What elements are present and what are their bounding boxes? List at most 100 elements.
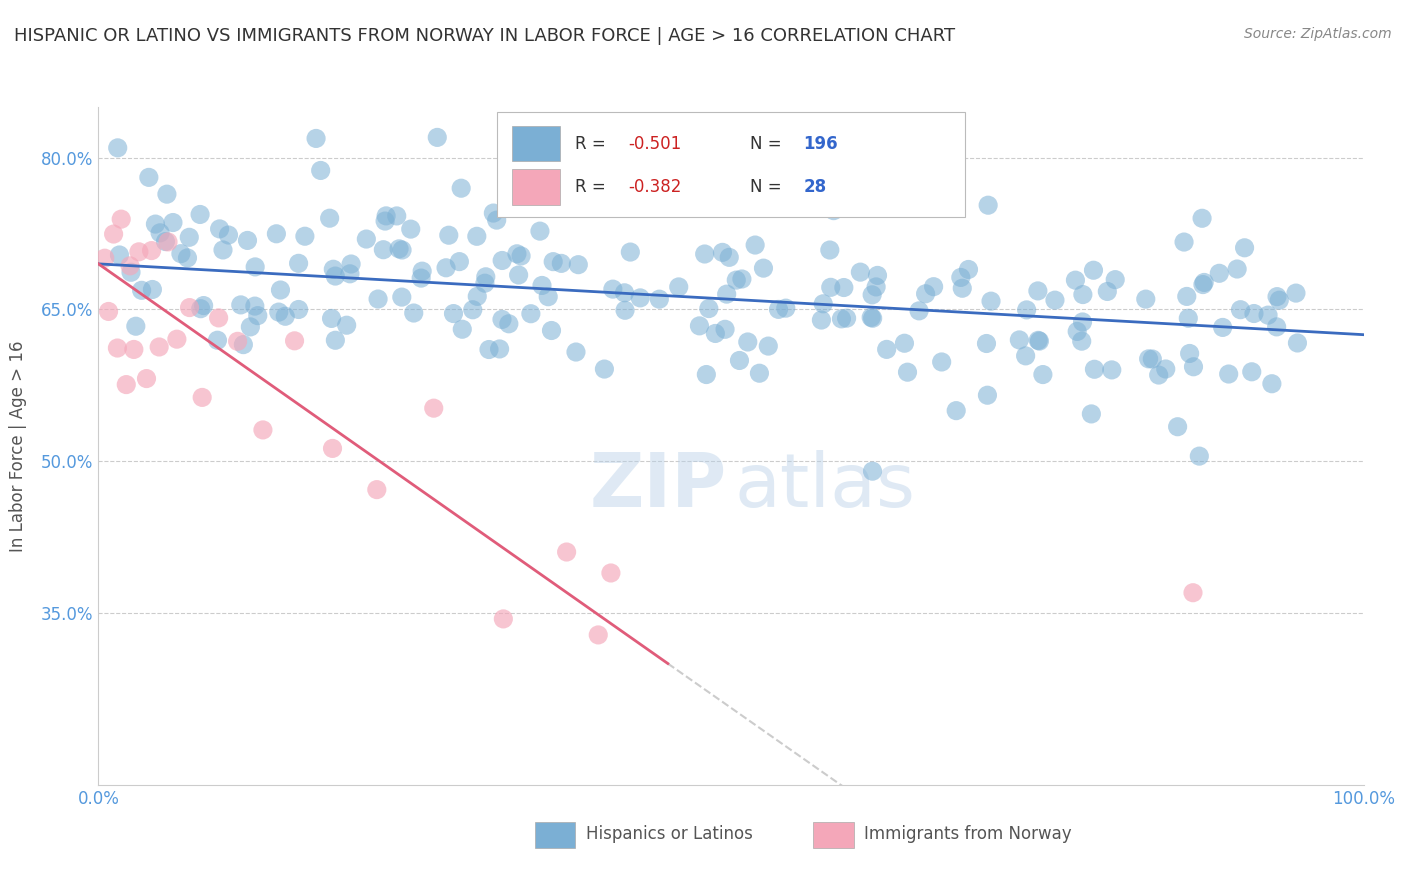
- Text: R =: R =: [575, 135, 612, 153]
- Point: [555, 545, 578, 559]
- Point: [876, 343, 898, 357]
- Point: [356, 232, 378, 246]
- Point: [540, 324, 562, 338]
- Point: [893, 336, 915, 351]
- Point: [188, 207, 211, 221]
- Point: [1071, 315, 1094, 329]
- Point: [179, 301, 201, 315]
- Point: [908, 304, 931, 318]
- Point: [950, 281, 973, 295]
- Point: [813, 297, 835, 311]
- Point: [474, 276, 496, 290]
- Bar: [512, 169, 560, 204]
- Point: [520, 307, 543, 321]
- Text: HISPANIC OR LATINO VS IMMIGRANTS FROM NORWAY IN LABOR FORCE | AGE > 16 CORRELATI: HISPANIC OR LATINO VS IMMIGRANTS FROM NO…: [14, 27, 955, 45]
- Point: [465, 229, 488, 244]
- Point: [208, 310, 231, 325]
- Point: [1240, 365, 1263, 379]
- Point: [1229, 302, 1251, 317]
- Point: [145, 217, 167, 231]
- Point: [434, 260, 457, 275]
- Point: [449, 254, 471, 268]
- Point: [810, 313, 832, 327]
- Point: [1026, 284, 1049, 298]
- Point: [823, 203, 845, 218]
- Point: [693, 247, 716, 261]
- Point: [492, 612, 515, 626]
- Point: [236, 234, 259, 248]
- Point: [1135, 292, 1157, 306]
- Point: [131, 283, 153, 297]
- Point: [374, 214, 396, 228]
- Point: [866, 268, 889, 283]
- Point: [367, 292, 389, 306]
- Point: [266, 227, 288, 241]
- Point: [830, 311, 852, 326]
- Point: [108, 248, 131, 262]
- Point: [718, 250, 741, 264]
- Point: [862, 464, 884, 478]
- Point: [325, 333, 347, 347]
- Point: [426, 130, 449, 145]
- Point: [865, 280, 887, 294]
- Point: [977, 198, 1000, 212]
- Point: [402, 306, 425, 320]
- Point: [485, 213, 508, 227]
- Point: [475, 269, 498, 284]
- Point: [284, 334, 307, 348]
- Point: [1043, 293, 1066, 307]
- Point: [321, 311, 343, 326]
- Point: [125, 319, 148, 334]
- Point: [1175, 289, 1198, 303]
- Point: [1071, 287, 1094, 301]
- Point: [465, 289, 488, 303]
- Point: [731, 272, 754, 286]
- Point: [107, 341, 129, 355]
- Point: [411, 271, 433, 285]
- Point: [239, 319, 262, 334]
- Point: [737, 334, 759, 349]
- Point: [1028, 334, 1050, 348]
- Point: [748, 366, 770, 380]
- Point: [373, 243, 395, 257]
- Point: [1142, 351, 1164, 366]
- Point: [141, 244, 163, 258]
- Point: [914, 286, 936, 301]
- Point: [619, 245, 641, 260]
- Point: [478, 343, 501, 357]
- Point: [744, 238, 766, 252]
- Point: [322, 262, 344, 277]
- Point: [896, 365, 918, 379]
- Point: [1218, 367, 1240, 381]
- Point: [1177, 311, 1199, 326]
- Point: [1167, 419, 1189, 434]
- Point: [120, 265, 142, 279]
- Point: [818, 243, 841, 257]
- Point: [768, 302, 790, 317]
- Point: [443, 307, 465, 321]
- Point: [508, 268, 530, 282]
- Point: [949, 270, 972, 285]
- Text: N =: N =: [751, 178, 787, 196]
- Point: [1147, 368, 1170, 382]
- Point: [252, 423, 274, 437]
- Text: ZIP: ZIP: [591, 450, 727, 524]
- Text: N =: N =: [751, 135, 787, 153]
- Point: [1014, 349, 1036, 363]
- Point: [1257, 308, 1279, 322]
- Point: [1083, 263, 1105, 277]
- Point: [1097, 285, 1119, 299]
- Point: [148, 340, 170, 354]
- Point: [366, 483, 388, 497]
- Point: [1101, 363, 1123, 377]
- Point: [141, 283, 163, 297]
- Point: [269, 283, 291, 297]
- Point: [388, 242, 411, 256]
- Point: [179, 230, 201, 244]
- Point: [725, 273, 748, 287]
- Point: [193, 299, 215, 313]
- Point: [537, 290, 560, 304]
- Point: [567, 258, 589, 272]
- Point: [1173, 235, 1195, 249]
- Point: [1008, 333, 1031, 347]
